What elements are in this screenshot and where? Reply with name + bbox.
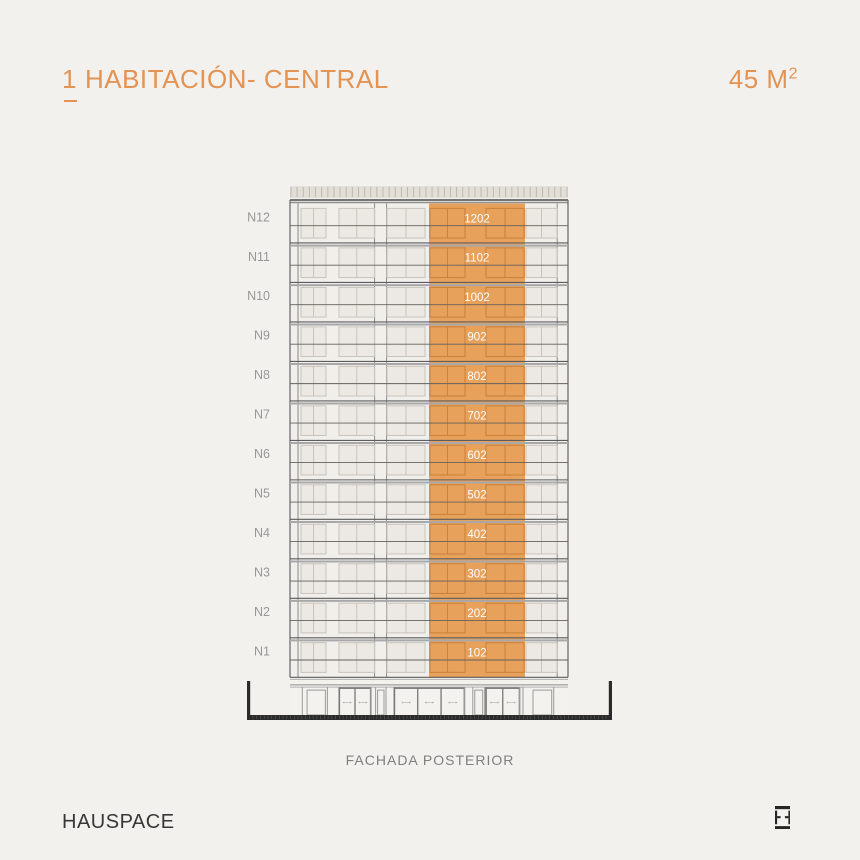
svg-text:N5: N5 [254,487,270,501]
svg-text:102: 102 [467,648,486,660]
svg-text:302: 302 [467,569,486,581]
svg-text:N12: N12 [247,210,270,224]
svg-text:702: 702 [467,411,486,423]
svg-text:N4: N4 [254,526,270,540]
svg-text:1102: 1102 [465,253,490,265]
svg-text:N3: N3 [254,566,270,580]
svg-text:N10: N10 [247,289,270,303]
svg-text:1002: 1002 [464,292,490,304]
svg-text:N6: N6 [254,447,270,461]
svg-text:N2: N2 [254,605,270,619]
svg-text:802: 802 [467,371,486,383]
svg-text:602: 602 [467,450,486,462]
svg-text:902: 902 [467,332,486,344]
svg-text:N7: N7 [254,408,270,422]
svg-text:502: 502 [467,490,486,502]
svg-text:402: 402 [467,529,486,541]
svg-text:N8: N8 [254,368,270,382]
svg-text:N9: N9 [254,329,270,343]
svg-text:1202: 1202 [464,213,490,225]
svg-text:N1: N1 [254,645,270,659]
svg-text:N11: N11 [248,250,270,264]
svg-text:202: 202 [467,608,486,620]
